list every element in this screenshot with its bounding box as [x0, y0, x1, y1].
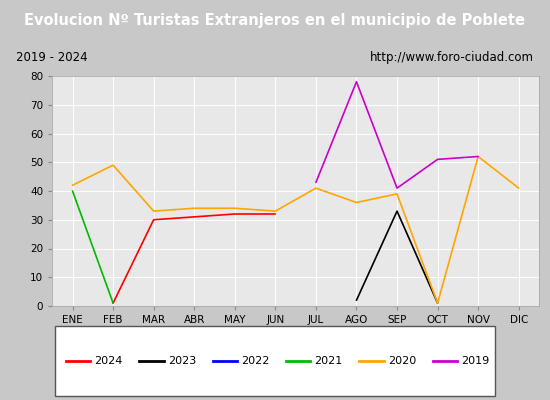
Text: 2024: 2024 — [95, 356, 123, 366]
FancyBboxPatch shape — [55, 326, 495, 396]
Text: 2019 - 2024: 2019 - 2024 — [16, 51, 88, 64]
Text: http://www.foro-ciudad.com: http://www.foro-ciudad.com — [370, 51, 534, 64]
Text: Evolucion Nº Turistas Extranjeros en el municipio de Poblete: Evolucion Nº Turistas Extranjeros en el … — [25, 14, 525, 28]
Text: 2019: 2019 — [461, 356, 490, 366]
Text: 2020: 2020 — [388, 356, 416, 366]
Text: 2022: 2022 — [241, 356, 270, 366]
Text: 2023: 2023 — [168, 356, 196, 366]
Text: 2021: 2021 — [315, 356, 343, 366]
